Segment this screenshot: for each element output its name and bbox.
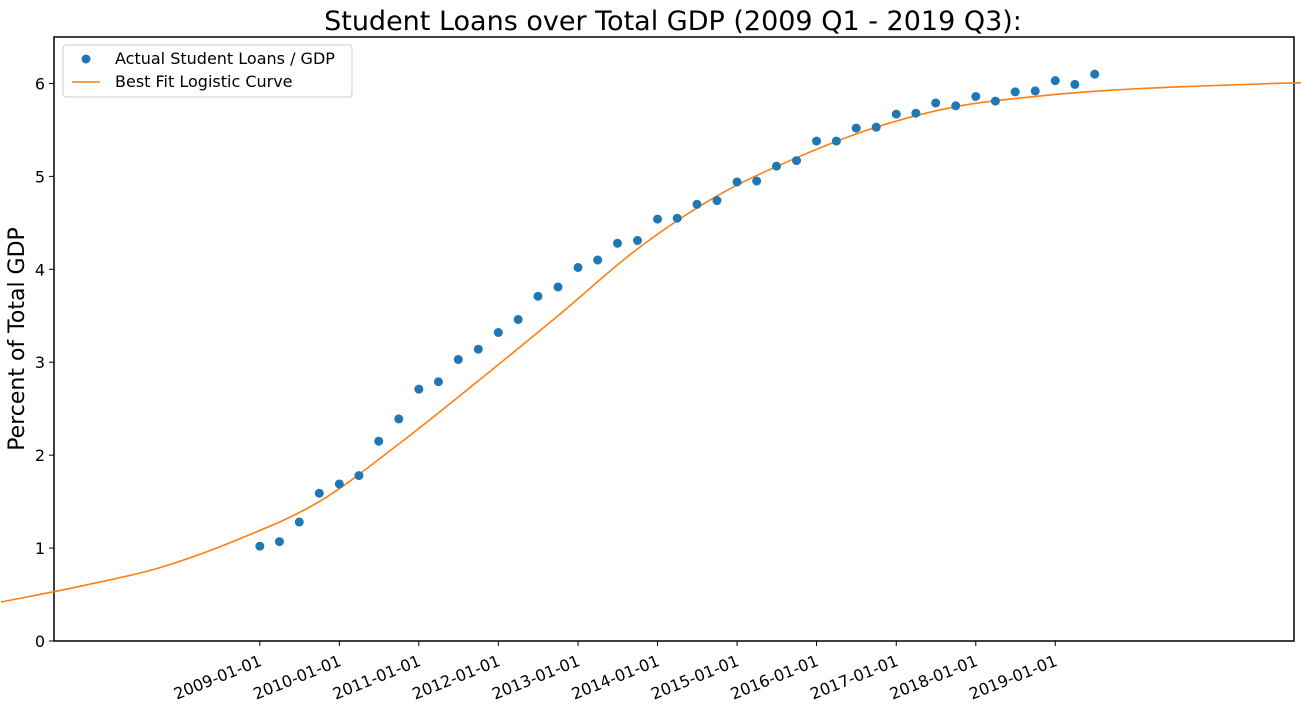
y-axis-label: Percent of Total GDP (5, 227, 30, 451)
series-layer (0, 69, 1301, 603)
data-point (672, 213, 682, 223)
x-tick-label: 2016-01-01 (728, 651, 821, 703)
data-point (314, 488, 324, 498)
data-point (831, 136, 841, 146)
x-tick-label: 2012-01-01 (410, 651, 503, 703)
data-point (891, 109, 901, 119)
data-point (692, 199, 702, 209)
data-point (990, 96, 1000, 106)
data-point (851, 123, 861, 133)
data-point (971, 91, 981, 101)
data-point (553, 282, 563, 292)
data-point (533, 291, 543, 301)
data-point (573, 262, 583, 272)
data-point (274, 537, 284, 547)
data-point (771, 161, 781, 171)
data-point (1070, 79, 1080, 89)
fit-curve (0, 81, 1301, 603)
data-point (732, 177, 742, 187)
data-point (493, 327, 503, 337)
x-tick-label: 2015-01-01 (648, 651, 741, 703)
x-tick-label: 2009-01-01 (171, 651, 264, 703)
data-point (931, 98, 941, 108)
data-point (294, 517, 304, 527)
data-point (653, 214, 663, 224)
x-tick-label: 2018-01-01 (887, 651, 980, 703)
legend-marker-scatter (81, 54, 91, 64)
data-point (951, 101, 961, 111)
data-point (633, 236, 643, 246)
y-tick-label: 3 (35, 353, 45, 372)
data-point (792, 156, 802, 166)
legend-frame (62, 44, 353, 98)
data-point (1010, 87, 1020, 97)
data-point (911, 108, 921, 118)
x-tick-label: 2017-01-01 (807, 651, 900, 703)
data-point (433, 377, 443, 387)
plot-frame (53, 36, 1295, 642)
x-axis: 2009-01-012010-01-012011-01-012012-01-01… (171, 641, 1060, 704)
data-point (453, 354, 463, 364)
data-point (1050, 76, 1060, 86)
data-point (1030, 86, 1040, 96)
y-tick-label: 4 (35, 260, 45, 279)
data-point (752, 176, 762, 186)
x-tick-label: 2011-01-01 (330, 651, 423, 703)
y-tick-label: 6 (35, 74, 45, 93)
x-tick-label: 2010-01-01 (251, 651, 344, 703)
data-point (712, 196, 722, 206)
x-tick-label: 2013-01-01 (489, 651, 582, 703)
data-point (374, 436, 384, 446)
y-tick-label: 5 (35, 167, 45, 186)
chart-title: Student Loans over Total GDP (2009 Q1 - … (324, 6, 1022, 37)
x-tick-label: 2019-01-01 (966, 651, 1059, 703)
y-tick-label: 0 (35, 632, 45, 651)
y-tick-label: 1 (35, 539, 45, 558)
data-point (334, 479, 344, 489)
data-point (513, 314, 523, 324)
data-point (255, 541, 265, 551)
data-point (812, 136, 822, 146)
data-point (871, 122, 881, 132)
data-point (473, 344, 483, 354)
legend-label-line: Best Fit Logistic Curve (115, 72, 293, 91)
y-axis: 0 1 2 3 4 5 6 (35, 74, 54, 651)
data-point (612, 238, 622, 248)
legend-label-scatter: Actual Student Loans / GDP (115, 49, 335, 68)
y-tick-label: 2 (35, 446, 45, 465)
x-tick-label: 2014-01-01 (569, 651, 662, 703)
data-point (354, 471, 364, 481)
data-point (414, 384, 424, 394)
data-point (394, 414, 404, 424)
legend: Actual Student Loans / GDP Best Fit Logi… (62, 44, 353, 98)
data-point (593, 255, 603, 265)
data-point (1090, 69, 1100, 79)
